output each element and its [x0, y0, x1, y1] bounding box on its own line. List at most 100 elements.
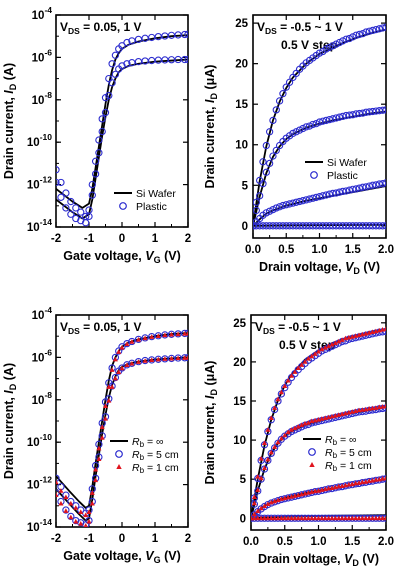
y-tick-label: 10-6 [32, 47, 53, 64]
data-point-circle [329, 115, 337, 123]
legend-label: Rb = ∞ [325, 434, 357, 447]
x-tick-label: -2 [51, 233, 61, 245]
data-point-triangle [316, 515, 321, 521]
data-point-circle [362, 28, 370, 36]
data-point-circle [332, 114, 340, 122]
data-point-triangle [366, 515, 372, 521]
data-point-triangle [109, 384, 115, 389]
series-group [253, 23, 386, 230]
data-point-triangle [326, 485, 332, 491]
x-tick-label: 0 [119, 233, 125, 245]
data-point-triangle [272, 405, 278, 410]
data-point-circle [289, 199, 297, 207]
data-point-triangle [251, 515, 257, 521]
data-point-circle [91, 170, 100, 178]
data-point-triangle [359, 407, 365, 412]
data-point-triangle [356, 515, 362, 521]
x-axis-label: Drain voltage, VD (V) [259, 260, 380, 276]
data-point-triangle [302, 515, 308, 521]
data-point-triangle [312, 488, 318, 494]
data-point-triangle [89, 490, 95, 495]
data-point-circle [355, 184, 364, 192]
data-point-circle [141, 334, 149, 342]
data-point-circle [282, 83, 290, 91]
data-point-triangle [149, 334, 155, 339]
data-point-circle [272, 106, 280, 114]
data-point-triangle [251, 500, 257, 506]
data-point-circle [134, 35, 143, 44]
data-point-circle [362, 183, 370, 191]
data-point-circle [375, 25, 383, 33]
data-point-circle [118, 42, 126, 50]
data-point-triangle [312, 351, 318, 356]
series-group [251, 326, 386, 522]
data-point-circle [349, 111, 357, 119]
data-point-triangle [373, 515, 379, 521]
data-point-circle [345, 186, 354, 194]
x-tick-label: -1 [84, 533, 95, 545]
x-axis-label: Gate voltage, VG (V) [63, 549, 180, 565]
data-point-circle [269, 152, 277, 160]
data-point-triangle [106, 384, 112, 389]
data-point-circle [379, 222, 386, 230]
data-point-circle [259, 180, 267, 188]
panel-d: 0.0 0.5 1.0 1.5 2.0 0 5 10 15 20 25 Drain voltage, … [203, 314, 394, 567]
data-point-triangle [83, 523, 88, 527]
x-tick-label: 0.0 [245, 244, 261, 256]
data-point-triangle [103, 403, 108, 408]
data-point-triangle [349, 515, 355, 521]
data-point-circle [67, 210, 75, 218]
data-point-triangle [185, 330, 188, 336]
data-point-triangle [329, 341, 335, 347]
data-point-triangle [169, 331, 174, 337]
data-point-circle [322, 191, 330, 199]
y-tick-label: 10-12 [27, 475, 52, 492]
data-point-circle [123, 60, 131, 68]
data-point-circle [365, 27, 374, 35]
data-point-triangle [162, 356, 168, 361]
data-point-circle [312, 193, 320, 202]
data-point-triangle [380, 404, 386, 409]
data-point-circle [302, 196, 310, 204]
data-point-triangle [109, 367, 115, 372]
data-point-circle [128, 59, 136, 67]
data-point-circle [161, 56, 169, 64]
data-point-triangle [282, 383, 288, 388]
data-point-triangle [380, 515, 386, 521]
data-point-triangle [322, 515, 328, 521]
data-point-circle [295, 197, 304, 206]
data-point-circle [128, 337, 136, 346]
data-point-triangle [275, 515, 281, 521]
y-tick-label: 10 [233, 435, 246, 447]
x-tick-label: 0.5 [277, 536, 294, 548]
data-point-circle [372, 181, 380, 189]
data-point-triangle [319, 346, 325, 352]
data-point-circle [292, 198, 300, 206]
data-point-circle [355, 30, 364, 39]
data-point-circle [123, 38, 131, 47]
y-axis-label: Drain current, ID (A) [2, 363, 18, 479]
data-point-triangle [282, 432, 288, 438]
data-point-triangle [182, 355, 188, 360]
data-point-triangle [255, 474, 261, 479]
y-tick-label: 15 [235, 99, 248, 111]
data-point-circle [128, 359, 136, 367]
x-tick-label: 1.5 [344, 536, 361, 548]
data-point-triangle [185, 355, 188, 360]
data-point-triangle [78, 521, 84, 526]
data-point-triangle [332, 340, 338, 345]
data-point-triangle [380, 475, 386, 481]
data-point-circle [372, 25, 380, 34]
data-point-circle [275, 203, 284, 211]
data-point-circle [262, 168, 270, 176]
data-point-triangle [299, 515, 305, 521]
x-tick-label: 1.5 [345, 244, 362, 256]
data-point-triangle [129, 360, 135, 366]
data-point-triangle [262, 515, 267, 521]
data-point-triangle [258, 505, 264, 511]
legend-circle [115, 450, 123, 458]
data-point-triangle [268, 449, 274, 455]
panel-a: -2 -1 0 1 2 10-14 10-12 10-10 10-8 10-6 10-4 Gate v… [2, 5, 191, 265]
